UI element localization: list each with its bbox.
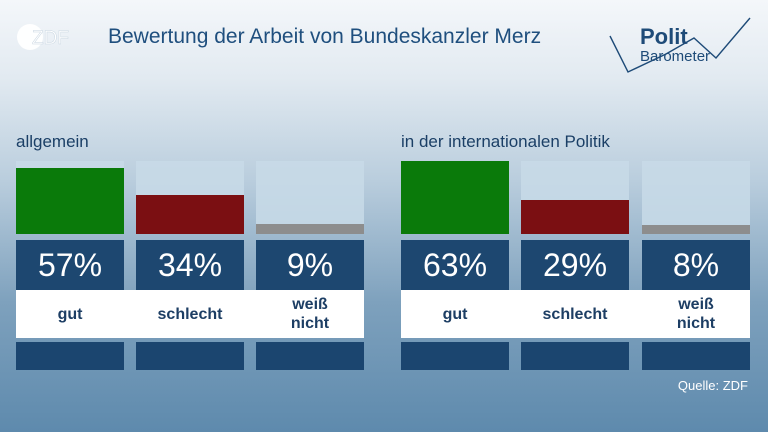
bar-track: [642, 161, 750, 234]
bar-gut: [16, 168, 124, 234]
bar-gut: [401, 161, 509, 234]
politbarometer-logo: [609, 17, 751, 73]
value-label: 29%: [521, 240, 629, 290]
bar-track: [256, 161, 364, 234]
footer-block: [521, 342, 629, 370]
bar-track: [401, 161, 509, 234]
value-label: 57%: [16, 240, 124, 290]
value-label: 63%: [401, 240, 509, 290]
category-strip-allgemein: [16, 290, 364, 338]
value-label: 8%: [642, 240, 750, 290]
politbarometer-logo-word1: Polit: [640, 24, 688, 49]
zdf-logo: ZDF: [17, 24, 69, 50]
footer-block: [256, 342, 364, 370]
bar-schlecht: [521, 200, 629, 234]
chart-title: Bewertung der Arbeit von Bundeskanzler M…: [108, 25, 542, 48]
bar-weiss-nicht: [256, 224, 364, 234]
group-label-international: in der internationalen Politik: [401, 132, 610, 151]
footer-block: [136, 342, 244, 370]
footer-block: [401, 342, 509, 370]
value-label: 34%: [136, 240, 244, 290]
zdf-logo-text: ZDF: [32, 28, 69, 49]
category-label: weiß nicht: [290, 296, 330, 332]
bar-track: [16, 161, 124, 234]
category-label: schlecht: [542, 305, 608, 323]
politbarometer-logo-word2: Barometer: [640, 48, 711, 65]
source-note: Quelle: ZDF: [677, 378, 748, 393]
footer-block: [16, 342, 124, 370]
value-label: 9%: [256, 240, 364, 290]
bar-track: [136, 161, 244, 234]
category-label: schlecht: [157, 305, 223, 323]
bar-schlecht: [136, 195, 244, 234]
category-label: weiß nicht: [676, 296, 716, 332]
group-label-allgemein: allgemein: [16, 132, 89, 151]
bar-track: [521, 161, 629, 234]
category-strip-international: [401, 290, 750, 338]
bar-weiss-nicht: [642, 225, 750, 234]
footer-block: [642, 342, 750, 370]
category-label: gut: [57, 305, 83, 323]
category-label: gut: [442, 305, 468, 323]
